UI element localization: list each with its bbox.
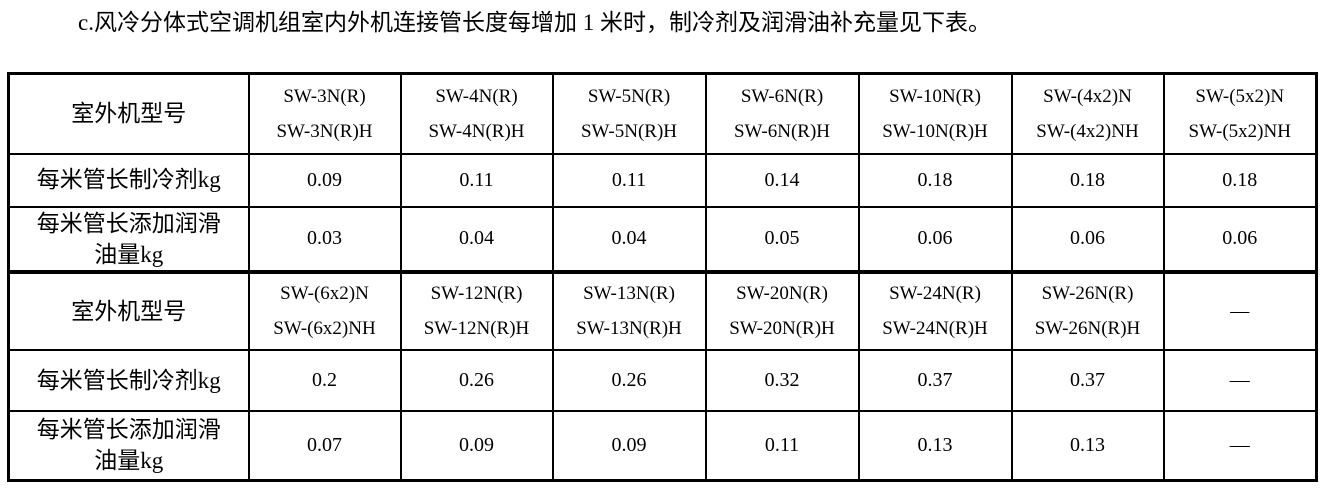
value-cell: 0.26 bbox=[399, 348, 554, 412]
model-header-cell: SW-(6x2)N SW-(6x2)NH bbox=[247, 269, 402, 351]
model-line: SW-26N(R) bbox=[1041, 282, 1134, 304]
value-cell: 0.04 bbox=[399, 205, 554, 273]
model-line: SW-10N(R) bbox=[889, 85, 981, 107]
row-label-cell: 每米管长制冷剂kg bbox=[7, 152, 250, 208]
value-cell: 0.37 bbox=[857, 348, 1013, 412]
model-line: SW-3N(R)H bbox=[276, 120, 373, 142]
value-cell: 0.2 bbox=[247, 348, 402, 412]
row-label-line: 油量kg bbox=[94, 241, 164, 267]
refrigerant-oil-supplement-table: 室外机型号 SW-3N(R) SW-3N(R)H SW-4N(R) SW-4N(… bbox=[7, 72, 1318, 483]
model-header-cell: SW-3N(R) SW-3N(R)H bbox=[247, 72, 402, 155]
table-caption: c.风冷分体式空调机组室内外机连接管长度每增加 1 米时，制冷剂及润滑油补充量见… bbox=[78, 10, 991, 35]
value-cell: 0.26 bbox=[551, 348, 707, 412]
value-cell: 0.18 bbox=[1162, 152, 1318, 208]
value-cell: 0.07 bbox=[247, 409, 402, 482]
model-line: SW-26N(R)H bbox=[1034, 318, 1141, 340]
value-cell: 0.03 bbox=[247, 205, 402, 273]
model-header-cell: SW-26N(R) SW-26N(R)H bbox=[1010, 269, 1165, 351]
model-header-cell: SW-(5x2)N SW-(5x2)NH bbox=[1162, 72, 1318, 155]
model-header-cell: SW-13N(R) SW-13N(R)H bbox=[551, 269, 707, 351]
row-label-cell: 每米管长添加润滑 油量kg bbox=[7, 409, 250, 482]
model-line: SW-20N(R)H bbox=[729, 318, 835, 340]
model-line: SW-12N(R)H bbox=[423, 318, 530, 340]
model-line: SW-12N(R) bbox=[430, 282, 523, 304]
model-line: SW-24N(R)H bbox=[882, 318, 988, 340]
value-cell: 0.11 bbox=[399, 152, 554, 208]
value-cell: 0.14 bbox=[704, 152, 860, 208]
table-row: 每米管长制冷剂kg 0.09 0.11 0.11 0.14 0.18 0.18 … bbox=[7, 152, 1318, 208]
model-header-cell: SW-5N(R) SW-5N(R)H bbox=[551, 72, 707, 155]
table-row: 室外机型号 SW-3N(R) SW-3N(R)H SW-4N(R) SW-4N(… bbox=[7, 72, 1318, 155]
value-cell: 0.13 bbox=[1010, 409, 1165, 482]
model-header-cell: SW-20N(R) SW-20N(R)H bbox=[704, 269, 860, 351]
value-cell: 0.18 bbox=[857, 152, 1013, 208]
value-cell: 0.06 bbox=[857, 205, 1013, 273]
value-cell: — bbox=[1162, 348, 1318, 412]
model-line: SW-3N(R) bbox=[283, 85, 366, 107]
model-header-cell: SW-(4x2)N SW-(4x2)NH bbox=[1010, 72, 1165, 155]
model-line: SW-5N(R)H bbox=[580, 120, 678, 142]
table-row: 室外机型号 SW-(6x2)N SW-(6x2)NH SW-12N(R) SW-… bbox=[7, 269, 1318, 351]
model-line: SW-(5x2)NH bbox=[1188, 120, 1291, 142]
row-label-cell: 室外机型号 bbox=[7, 72, 250, 155]
model-header-cell: SW-12N(R) SW-12N(R)H bbox=[399, 269, 554, 351]
model-line: SW-6N(R) bbox=[740, 85, 824, 107]
value-cell: 0.09 bbox=[399, 409, 554, 482]
value-cell: 0.06 bbox=[1010, 205, 1165, 273]
row-label-line: 每米管长添加润滑 bbox=[36, 417, 221, 443]
model-line: SW-24N(R) bbox=[889, 282, 981, 304]
value-cell: 0.13 bbox=[857, 409, 1013, 482]
value-cell: 0.11 bbox=[551, 152, 707, 208]
value-cell: 0.09 bbox=[551, 409, 707, 482]
model-line: SW-(4x2)N bbox=[1043, 85, 1132, 107]
model-header-cell: SW-24N(R) SW-24N(R)H bbox=[857, 269, 1013, 351]
row-label-cell: 室外机型号 bbox=[7, 269, 250, 351]
model-line: SW-(6x2)N bbox=[280, 282, 369, 304]
row-label-line: 每米管长添加润滑 bbox=[36, 210, 221, 236]
table-row: 每米管长添加润滑 油量kg 0.03 0.04 0.04 0.05 0.06 0… bbox=[7, 205, 1318, 273]
value-cell: 0.18 bbox=[1010, 152, 1165, 208]
model-header-cell: SW-10N(R) SW-10N(R)H bbox=[857, 72, 1013, 155]
value-cell: 0.32 bbox=[704, 348, 860, 412]
model-line: SW-4N(R) bbox=[435, 85, 518, 107]
value-cell: 0.11 bbox=[704, 409, 860, 482]
row-label-line: 油量kg bbox=[94, 448, 164, 474]
value-cell: 0.09 bbox=[247, 152, 402, 208]
row-label-cell: 每米管长添加润滑 油量kg bbox=[7, 205, 250, 273]
model-line: SW-13N(R)H bbox=[576, 318, 682, 340]
value-cell: 0.04 bbox=[551, 205, 707, 273]
value-cell: 0.37 bbox=[1010, 348, 1165, 412]
model-header-cell: SW-4N(R) SW-4N(R)H bbox=[399, 72, 554, 155]
row-label-cell: 每米管长制冷剂kg bbox=[7, 348, 250, 412]
model-line: SW-(5x2)N bbox=[1195, 85, 1285, 107]
value-cell: — bbox=[1162, 409, 1318, 482]
model-line: SW-4N(R)H bbox=[428, 120, 525, 142]
model-line: SW-20N(R) bbox=[736, 282, 828, 304]
model-line: SW-13N(R) bbox=[583, 282, 675, 304]
model-line: — bbox=[1230, 300, 1250, 322]
model-header-cell-empty: — bbox=[1162, 269, 1318, 351]
model-line: SW-5N(R) bbox=[587, 85, 671, 107]
value-cell: 0.06 bbox=[1162, 205, 1318, 273]
table-row: 每米管长添加润滑 油量kg 0.07 0.09 0.09 0.11 0.13 0… bbox=[7, 409, 1318, 482]
table-row: 每米管长制冷剂kg 0.2 0.26 0.26 0.32 0.37 0.37 — bbox=[7, 348, 1318, 412]
model-line: SW-(4x2)NH bbox=[1036, 120, 1139, 142]
model-header-cell: SW-6N(R) SW-6N(R)H bbox=[704, 72, 860, 155]
model-line: SW-6N(R)H bbox=[733, 120, 831, 142]
value-cell: 0.05 bbox=[704, 205, 860, 273]
model-line: SW-10N(R)H bbox=[882, 120, 988, 142]
model-line: SW-(6x2)NH bbox=[273, 318, 376, 340]
